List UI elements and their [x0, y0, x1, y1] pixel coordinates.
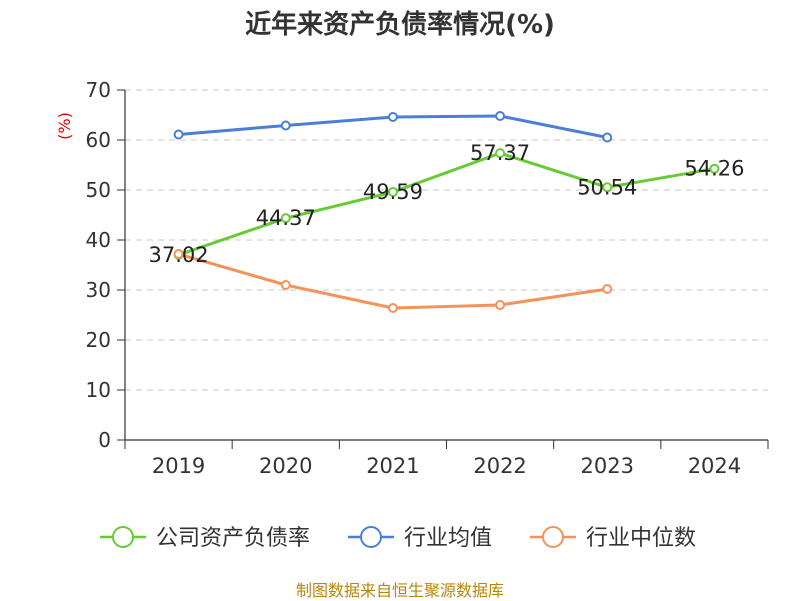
data-label: 49.59	[363, 180, 423, 204]
data-point[interactable]	[280, 120, 291, 131]
data-point[interactable]	[602, 132, 613, 143]
data-label: 54.26	[684, 157, 744, 181]
legend[interactable]: 公司资产负债率 行业均值 行业中位数	[100, 526, 696, 551]
data-label: 50.54	[577, 175, 637, 199]
data-label: 57.37	[470, 141, 530, 165]
data-point[interactable]	[709, 163, 720, 174]
legend-item-1[interactable]: 行业均值	[348, 526, 492, 551]
y-tick-label: 10	[86, 378, 111, 402]
data-point[interactable]	[173, 249, 184, 259]
data-point[interactable]	[173, 129, 184, 140]
legend-item-2[interactable]: 行业中位数	[530, 526, 696, 551]
gridlines	[125, 89, 768, 391]
x-tick-label: 2022	[473, 454, 526, 478]
legend-label: 行业均值	[404, 526, 492, 551]
x-tick-label: 2020	[259, 454, 312, 478]
axes: 0 10 20 30 40 50 60 70 2019 2020 2021 2022 2023 2024 (…	[55, 78, 769, 478]
x-tick-label: 2021	[366, 454, 419, 478]
y-tick-label: 40	[86, 228, 111, 252]
legend-label: 公司资产负债率	[156, 526, 310, 551]
data-point[interactable]	[280, 280, 291, 290]
data-point[interactable]	[495, 300, 506, 310]
y-tick-label: 30	[86, 278, 111, 302]
data-label: 37.02	[149, 243, 209, 267]
data-point[interactable]	[495, 111, 506, 121]
legend-swatch-marker	[112, 526, 134, 548]
series-line-2	[178, 252, 608, 310]
data-labels: 37.02 44.37 49.59 57.37 50.54 54.26	[149, 141, 745, 267]
x-tick-label: 2023	[581, 454, 634, 478]
y-axis-label: (%)	[55, 112, 74, 140]
data-point[interactable]	[602, 284, 613, 294]
y-tick-label: 0	[98, 428, 111, 452]
data-point[interactable]	[495, 148, 506, 159]
source-note: 制图数据来自恒生聚源数据库	[295, 581, 504, 600]
data-point[interactable]	[387, 303, 398, 313]
x-tick-label: 2019	[152, 454, 205, 478]
series-lines	[173, 111, 720, 313]
y-tick-label: 60	[86, 128, 111, 152]
legend-swatch-marker	[542, 526, 564, 548]
series-line-0	[178, 151, 715, 257]
y-tick-label: 50	[86, 178, 111, 202]
chart-title: 近年来资产负债率情况(%)	[245, 10, 555, 40]
data-point[interactable]	[602, 182, 613, 193]
y-tick-label: 70	[86, 78, 111, 102]
data-point[interactable]	[280, 213, 291, 224]
data-point[interactable]	[387, 187, 398, 198]
legend-item-0[interactable]: 公司资产负债率	[100, 526, 310, 551]
y-tick-label: 20	[86, 328, 111, 352]
legend-swatch-marker	[360, 526, 382, 548]
x-tick-label: 2024	[688, 454, 741, 478]
data-point[interactable]	[387, 112, 398, 122]
data-label: 44.37	[256, 206, 316, 230]
legend-label: 行业中位数	[586, 526, 696, 551]
